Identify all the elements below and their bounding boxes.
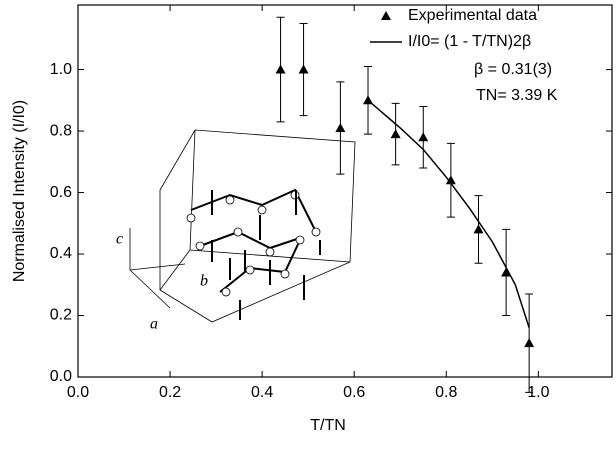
b-axis-arrow [129,263,186,271]
data-point [418,132,429,142]
data-point [298,64,309,74]
inset-axis-label: a [150,316,158,333]
annotation: TN= 3.39 K [476,87,558,104]
inset-axis-label: c [116,231,123,248]
x-tick-label: 0.8 [435,384,457,401]
crystal-structure-inset [129,129,356,323]
legend-label: Experimental data [408,7,537,24]
inset-axis-label: b [200,273,208,290]
legend-marker [381,11,391,20]
legend-label: I/I0= (1 - T/TN)2β [408,33,531,50]
data-point [335,122,346,132]
data-point [275,64,286,74]
y-tick-label: 0.6 [50,184,72,201]
x-tick-label: 0.6 [343,384,365,401]
data-point [390,129,401,139]
unit-cell-edges [159,129,351,291]
y-tick-label: 0.2 [50,307,72,324]
y-tick-label: 1.0 [50,61,72,78]
x-tick-label: 1.0 [527,384,549,401]
plot-frame [77,4,613,378]
y-tick-label: 0.0 [50,368,72,385]
data-point [473,224,484,234]
y-axis-label: Normalised Intensity (I/I0) [11,100,28,282]
y-tick-label: 0.8 [50,122,72,139]
y-tick-label: 0.4 [50,245,72,262]
x-axis-label: T/TN [310,417,346,434]
annotation: β = 0.31(3) [474,61,552,78]
fit-line [367,99,530,329]
a-axis-arrow [129,269,171,309]
data-point [445,175,456,185]
data-point [501,267,512,277]
x-tick-label: 0.0 [67,384,89,401]
unit-cell [159,129,356,323]
data-point [524,338,535,348]
bonds [190,188,317,293]
x-tick-label: 0.2 [159,384,181,401]
x-tick-label: 0.4 [251,384,273,401]
